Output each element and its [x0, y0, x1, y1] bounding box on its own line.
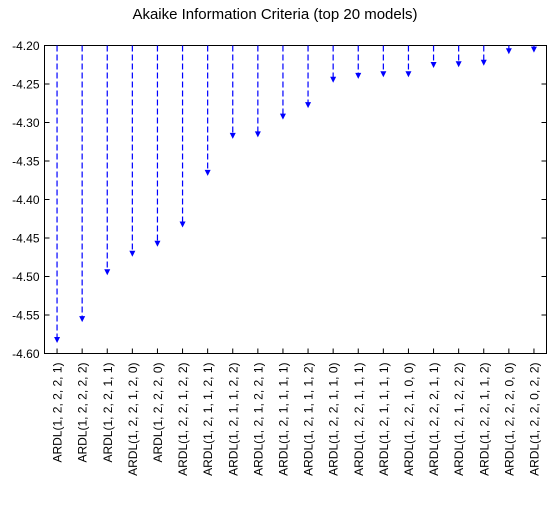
aic-arrowhead: [355, 72, 362, 79]
y-tick-label: -4.50: [12, 270, 40, 284]
x-category-label: ARDL(1, 2, 2, 1, 1, 2): [477, 363, 491, 476]
aic-arrowhead: [405, 71, 412, 78]
aic-arrowhead: [505, 48, 512, 55]
aic-arrowhead: [79, 316, 86, 323]
aic-arrowhead: [54, 336, 61, 343]
x-category-label: ARDL(1, 2, 2, 1, 0, 0): [402, 363, 416, 476]
y-tick-label: -4.20: [12, 39, 40, 53]
aic-arrowhead: [279, 113, 286, 120]
x-category-label: ARDL(1, 2, 2, 1, 2, 2): [176, 363, 190, 476]
y-tick-label: -4.40: [12, 193, 40, 207]
x-category-label: ARDL(1, 2, 2, 1, 1, 0): [327, 363, 341, 476]
x-category-label: ARDL(1, 2, 1, 1, 1, 1): [377, 363, 391, 476]
x-category-label: ARDL(1, 2, 2, 2, 1, 1): [427, 363, 441, 476]
aic-arrowhead: [129, 250, 136, 257]
x-category-label: ARDL(1, 2, 2, 0, 2, 2): [527, 363, 541, 476]
y-axis: -4.20 -4.25 -4.30 -4.35 -4.40 -4.45 -4.50 -4.55…: [12, 39, 547, 361]
x-category-label: ARDL(1, 2, 2, 1, 2, 0): [126, 363, 140, 476]
aic-arrowhead: [229, 132, 236, 139]
chart-title: Akaike Information Criteria (top 20 mode…: [132, 6, 417, 23]
aic-arrowhead: [430, 62, 437, 69]
x-category-label: ARDL(1, 2, 2, 1, 1): [101, 363, 115, 463]
x-category-label: ARDL(1, 2, 1, 2, 2, 2): [452, 363, 466, 476]
aic-arrowhead: [204, 169, 211, 176]
y-tick-label: -4.55: [12, 309, 40, 323]
aic-arrowhead: [455, 61, 462, 68]
aic-arrowhead: [154, 240, 161, 247]
x-category-label: ARDL(1, 2, 1, 1, 1, 1): [276, 363, 290, 476]
y-tick-label: -4.60: [12, 347, 40, 361]
x-category-label: ARDL(1, 2, 2, 2, 1): [51, 363, 65, 463]
data-marks: [54, 45, 537, 343]
y-tick-label: -4.30: [12, 116, 40, 130]
aic-arrowhead: [179, 221, 186, 228]
x-category-label: ARDL(1, 2, 1, 1, 2, 1): [201, 363, 215, 476]
aic-arrowhead: [530, 46, 537, 53]
plot-frame: [44, 45, 547, 354]
y-tick-label: -4.35: [12, 155, 40, 169]
x-category-label: ARDL(1, 2, 1, 1, 1, 2): [302, 363, 316, 476]
x-category-label: ARDL(1, 2, 2, 1, 1, 1): [352, 363, 366, 476]
aic-arrowhead: [305, 102, 312, 109]
aic-arrowhead: [254, 131, 261, 138]
aic-arrowhead: [330, 76, 337, 83]
x-category-label: ARDL(1, 2, 1, 1, 2, 2): [226, 363, 240, 476]
y-tick-label: -4.25: [12, 78, 40, 92]
x-category-label: ARDL(1, 2, 1, 2, 2, 1): [251, 363, 265, 476]
x-category-label: ARDL(1, 2, 2, 2, 0): [151, 363, 165, 463]
x-category-label: ARDL(1, 2, 2, 2, 0, 0): [502, 363, 516, 476]
aic-arrowhead: [380, 71, 387, 78]
y-tick-label: -4.45: [12, 232, 40, 246]
x-category-label: ARDL(1, 2, 2, 2, 2): [76, 363, 90, 463]
aic-arrowhead: [480, 59, 487, 66]
x-axis: ARDL(1, 2, 2, 2, 1) ARDL(1, 2, 2, 2, 2) AR…: [51, 348, 541, 476]
aic-arrowhead: [104, 269, 111, 276]
